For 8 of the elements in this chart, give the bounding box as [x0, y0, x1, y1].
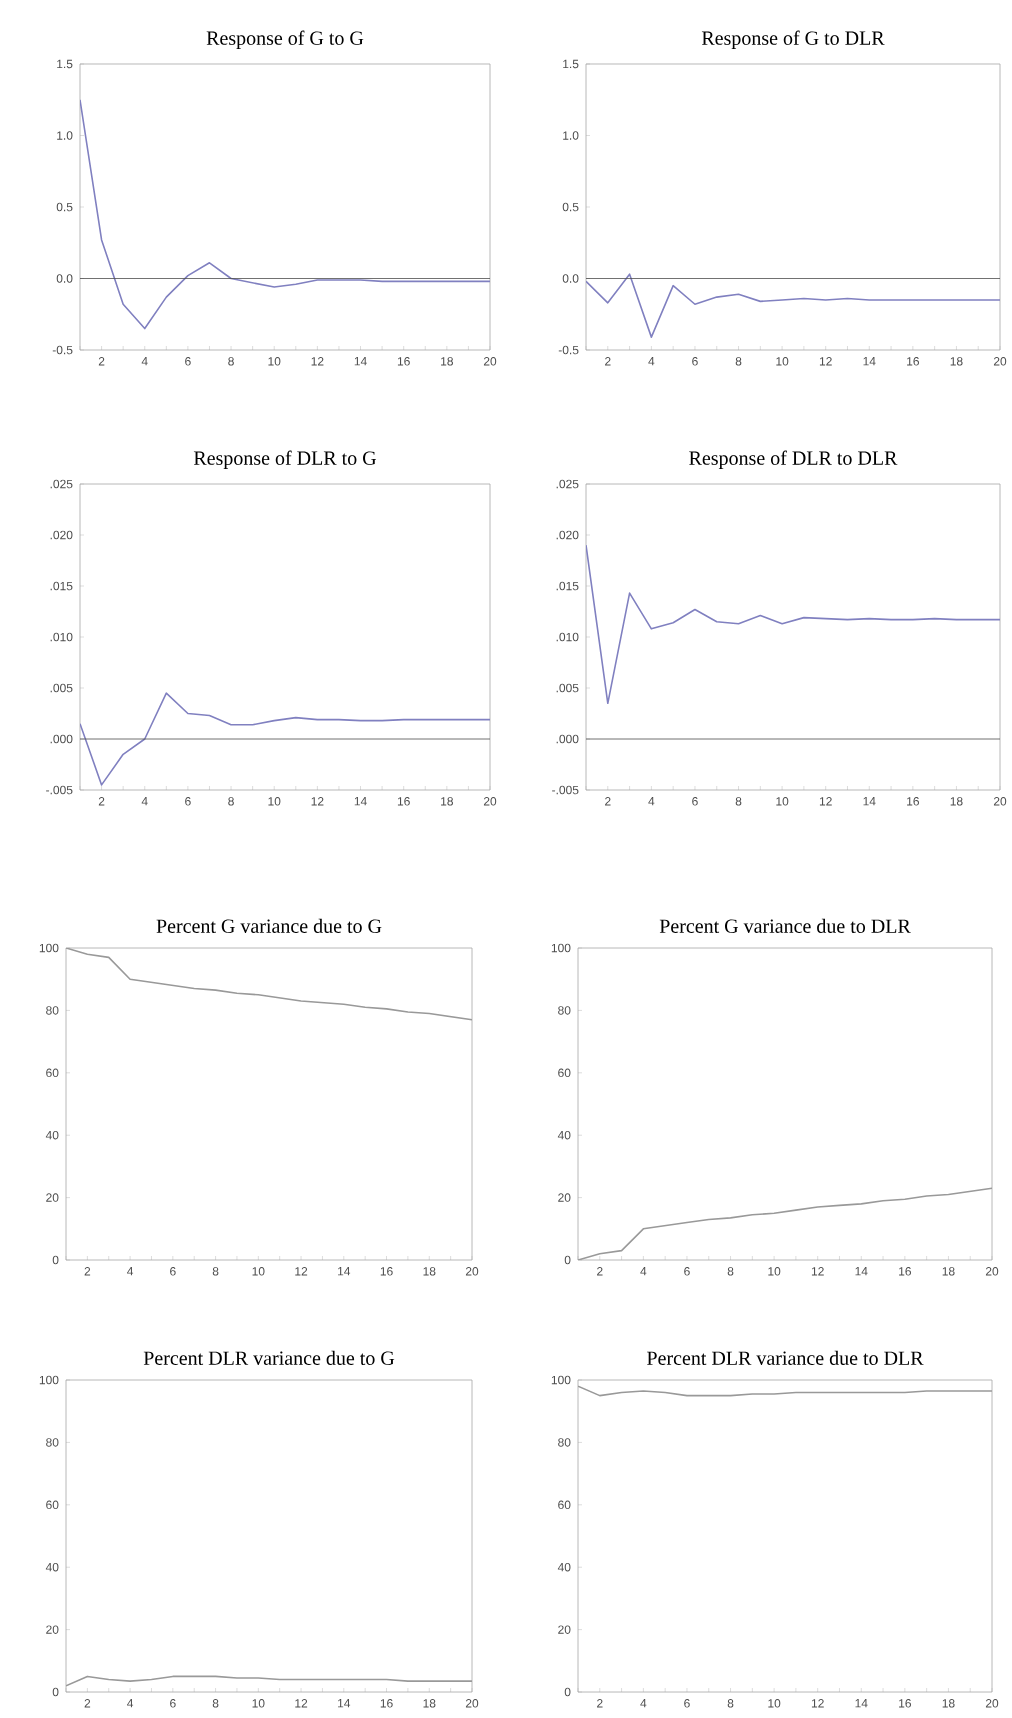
chart-title: Percent G variance due to DLR: [659, 918, 911, 933]
chart-title: Response of G to G: [206, 30, 364, 49]
chart-title: Percent DLR variance due to G: [143, 1350, 395, 1365]
chart-title: Response of DLR to DLR: [689, 450, 898, 469]
chart-title: Percent G variance due to G: [156, 918, 382, 933]
chart-title: Response of DLR to G: [193, 450, 377, 469]
chart-title: Percent DLR variance due to DLR: [647, 1350, 924, 1365]
chart-title: Response of G to DLR: [701, 30, 885, 49]
